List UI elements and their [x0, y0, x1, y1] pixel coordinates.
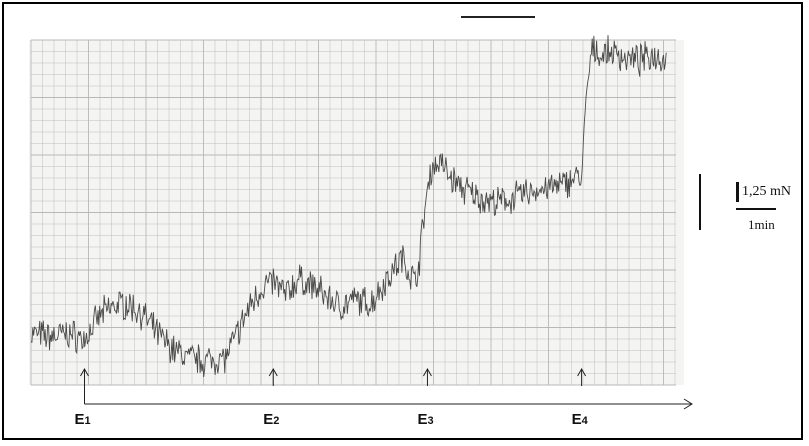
event-label-subscript: 4 [582, 415, 589, 427]
event-label-3: E3 [417, 411, 433, 428]
grid-layer [30, 39, 676, 386]
force-scale-bar [736, 182, 739, 202]
event-label-subscript: 1 [85, 415, 91, 427]
top-decoration-line [461, 16, 535, 18]
time-axis-layer [83, 378, 693, 410]
force-scale-label: 1,25 mN [742, 184, 791, 199]
trace-layer [30, 35, 667, 378]
event-arrowhead-1 [80, 367, 89, 377]
event-arrowhead-4 [577, 367, 587, 377]
event-label-subscript: 3 [427, 415, 433, 427]
time-scale-bar [736, 208, 776, 210]
event-label-4: E4 [572, 411, 589, 428]
event-layer: E1 E2 E3 E4 [74, 367, 589, 428]
event-arrowhead-2 [268, 367, 278, 377]
event-label-2: E2 [263, 411, 279, 428]
event-arrowhead-3 [423, 367, 432, 377]
separator-bar [699, 174, 701, 230]
event-label-1: E1 [74, 411, 90, 428]
recording-trace [30, 35, 667, 378]
scale-bars: 1,25 mN 1min [730, 182, 800, 238]
time-axis-arrowhead [683, 398, 693, 410]
event-label-subscript: 2 [273, 415, 279, 427]
time-scale-label: 1min [748, 217, 775, 232]
